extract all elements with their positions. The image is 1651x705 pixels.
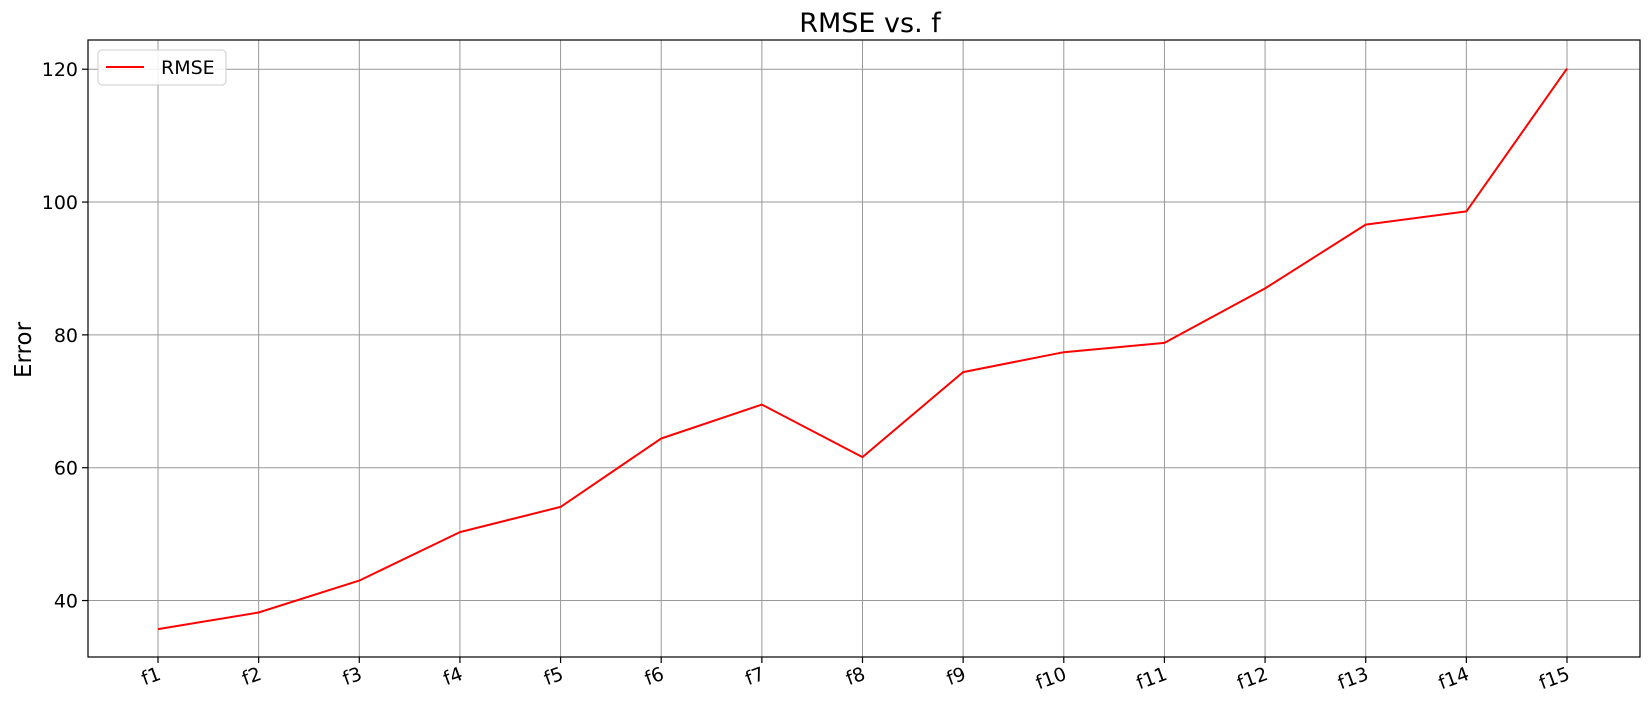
- legend: RMSE: [97, 49, 227, 86]
- y-tick-label: 100: [42, 192, 78, 214]
- grid-lines: [88, 40, 1640, 657]
- x-tick-label: f4: [440, 663, 465, 690]
- x-tick-label: f10: [1033, 663, 1070, 694]
- x-tick-label: f3: [340, 663, 365, 690]
- x-tick-label: f9: [944, 663, 969, 690]
- x-tick-label: f5: [541, 663, 566, 690]
- series-line-rmse: [157, 68, 1568, 631]
- legend-label-rmse: RMSE: [161, 57, 215, 79]
- y-tick-label: 40: [54, 591, 78, 613]
- x-tick-label: f1: [139, 663, 164, 690]
- x-tick-label: f7: [742, 663, 767, 690]
- y-tick-label: 60: [54, 458, 78, 480]
- legend-box: [97, 49, 227, 86]
- x-tick-label: f8: [843, 663, 868, 690]
- x-tick-label: f14: [1436, 663, 1473, 694]
- x-tick-label: f12: [1234, 663, 1271, 694]
- y-axis-label: Error: [11, 321, 37, 378]
- axis-ticks: f1 f2 f3 f4 f5 f6 f7 f8 f9 f10 f11 f12 f13 f14 f15 40 60…: [42, 59, 1573, 694]
- chart-title: RMSE vs. f: [799, 8, 942, 39]
- x-tick-label: f2: [239, 663, 264, 690]
- series-layer: [157, 68, 1568, 631]
- y-tick-label: 80: [54, 325, 78, 347]
- x-tick-label: f6: [642, 663, 667, 690]
- y-tick-label: 120: [42, 59, 78, 81]
- plot-frame: [87, 39, 1641, 658]
- x-tick-label: f11: [1134, 663, 1171, 694]
- x-tick-label: f15: [1536, 663, 1573, 694]
- x-tick-label: f13: [1335, 663, 1372, 694]
